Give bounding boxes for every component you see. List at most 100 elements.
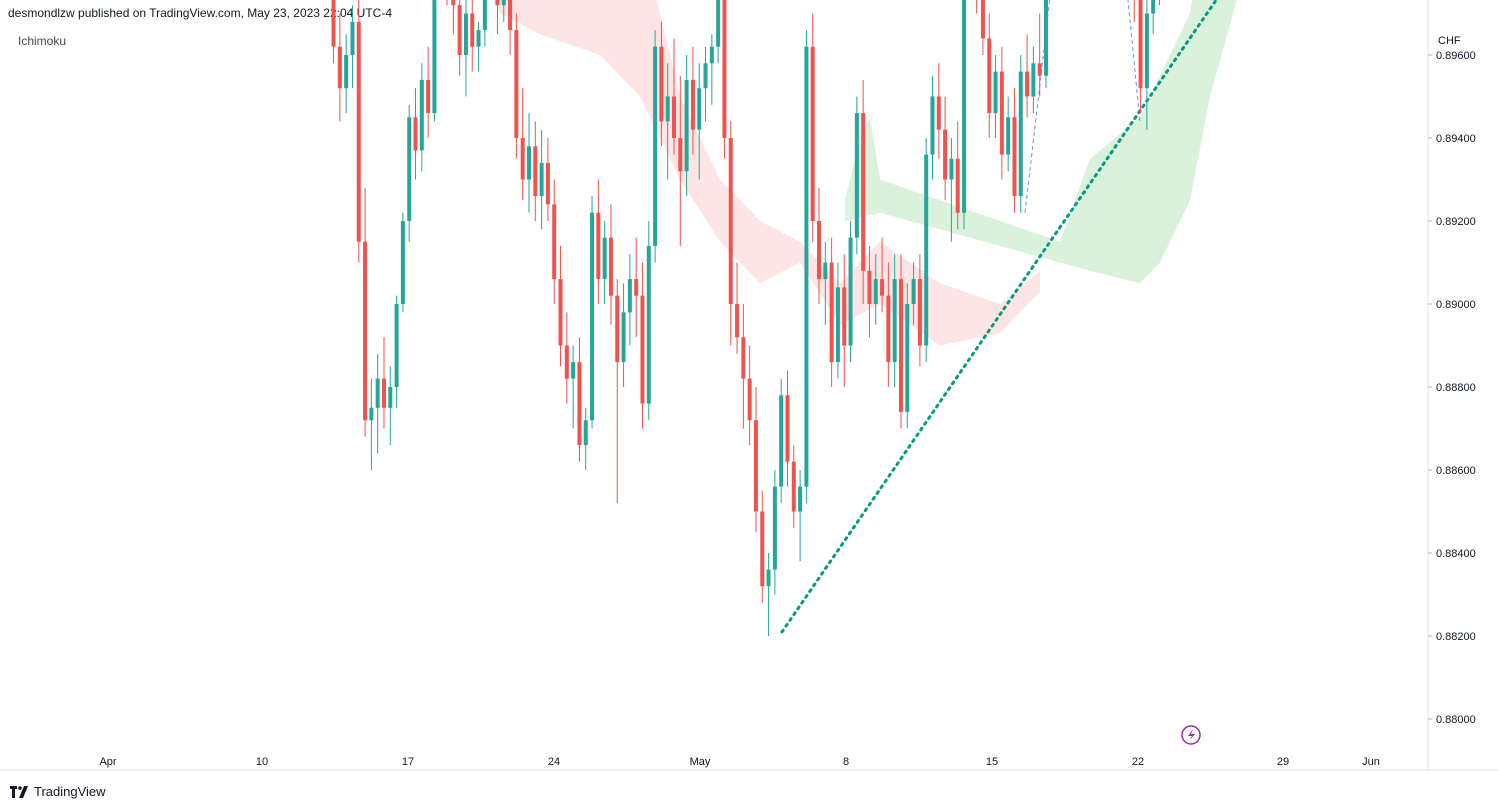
candle-body [785,395,790,462]
candle-body [905,304,910,412]
candle-body [400,221,405,304]
candle [760,490,765,603]
candle-body [350,21,355,55]
x-tick-label: 8 [843,756,849,768]
candle-body [615,295,620,363]
candle [476,21,481,72]
candle-body [476,30,481,47]
lightning-icon[interactable] [1181,725,1201,745]
candle [514,13,519,159]
candle [791,445,796,529]
candle-body [558,279,563,346]
candle [753,387,758,533]
price-axis: 0.920000.918000.916000.914000.912000.910… [1428,50,1476,726]
ascending-trendline [780,0,1218,634]
candle-body [1018,71,1023,197]
candle [772,470,777,595]
candle [1043,0,1048,89]
y-tick-label: 0.89000 [1436,299,1476,311]
candle-body [672,96,677,138]
candle-body [779,395,784,487]
brand-name: TradingView [34,784,106,799]
tradingview-logo-icon[interactable] [10,785,28,798]
candle [817,187,822,304]
candle [728,121,733,346]
candle [697,63,702,180]
candle-body [848,237,853,346]
candle [867,245,872,338]
candle-body [388,387,393,408]
candle [646,221,651,421]
candle [829,237,834,387]
candle-body [1144,13,1149,89]
candle [363,187,368,437]
bullish-cloud [845,0,1237,284]
candle [394,295,399,408]
candle [640,262,645,429]
candle [577,337,582,462]
candle-body [817,221,822,280]
candle [590,196,595,429]
candle-body [520,138,525,180]
candle-body [791,461,796,512]
candle [337,13,342,122]
candle [539,129,544,230]
candle [943,96,948,201]
candle [470,0,475,72]
candle-body [943,129,948,180]
x-tick-label: 15 [986,756,998,768]
candle [545,138,550,221]
candles [331,0,1160,636]
candle [1031,46,1036,114]
candle-body [344,55,349,89]
candle-body [980,0,985,39]
ichimoku-cloud [493,0,1237,346]
y-tick-label: 0.88800 [1436,382,1476,394]
candle [501,0,506,22]
candle-body [552,204,557,280]
indicator-label[interactable]: Ichimoku [18,34,67,48]
candle [621,283,626,387]
candle-body [508,0,513,31]
candle [999,46,1004,180]
candle-body [432,0,437,114]
candle-body [451,0,456,6]
candle [987,13,992,138]
candle [690,46,695,155]
candle [400,212,405,313]
candle-body [375,378,380,408]
publisher-line: desmondlzw published on TradingView.com,… [8,6,392,20]
candle [980,0,985,55]
candle-body [804,46,809,487]
candle-body [526,146,531,180]
candle-body [829,262,834,363]
candle-body [741,337,746,379]
candle [381,337,386,429]
candle [558,245,563,367]
candle-body [987,38,992,114]
candle-body [861,113,866,271]
x-tick-label: May [690,756,711,768]
candle-body [539,162,544,197]
candle-body [381,378,386,408]
candle [886,262,891,387]
candle-body [880,279,885,296]
candle-body [962,0,967,213]
y-tick-label: 0.88200 [1436,631,1476,643]
y-tick-label: 0.88000 [1436,714,1476,726]
candle [426,46,431,138]
candle-body [684,79,689,172]
candle [898,254,903,429]
candle-body [766,569,771,587]
x-tick-label: Apr [99,756,116,768]
candle-body [634,279,639,296]
candle [716,0,721,64]
candle [747,345,752,446]
candle [1133,0,1135,22]
candle [1025,34,1030,118]
candle [659,21,664,147]
candle [911,262,916,325]
candle [917,254,922,367]
time-axis: Apr 10 17 24 May 8 15 22 29 Jun [99,756,1379,768]
